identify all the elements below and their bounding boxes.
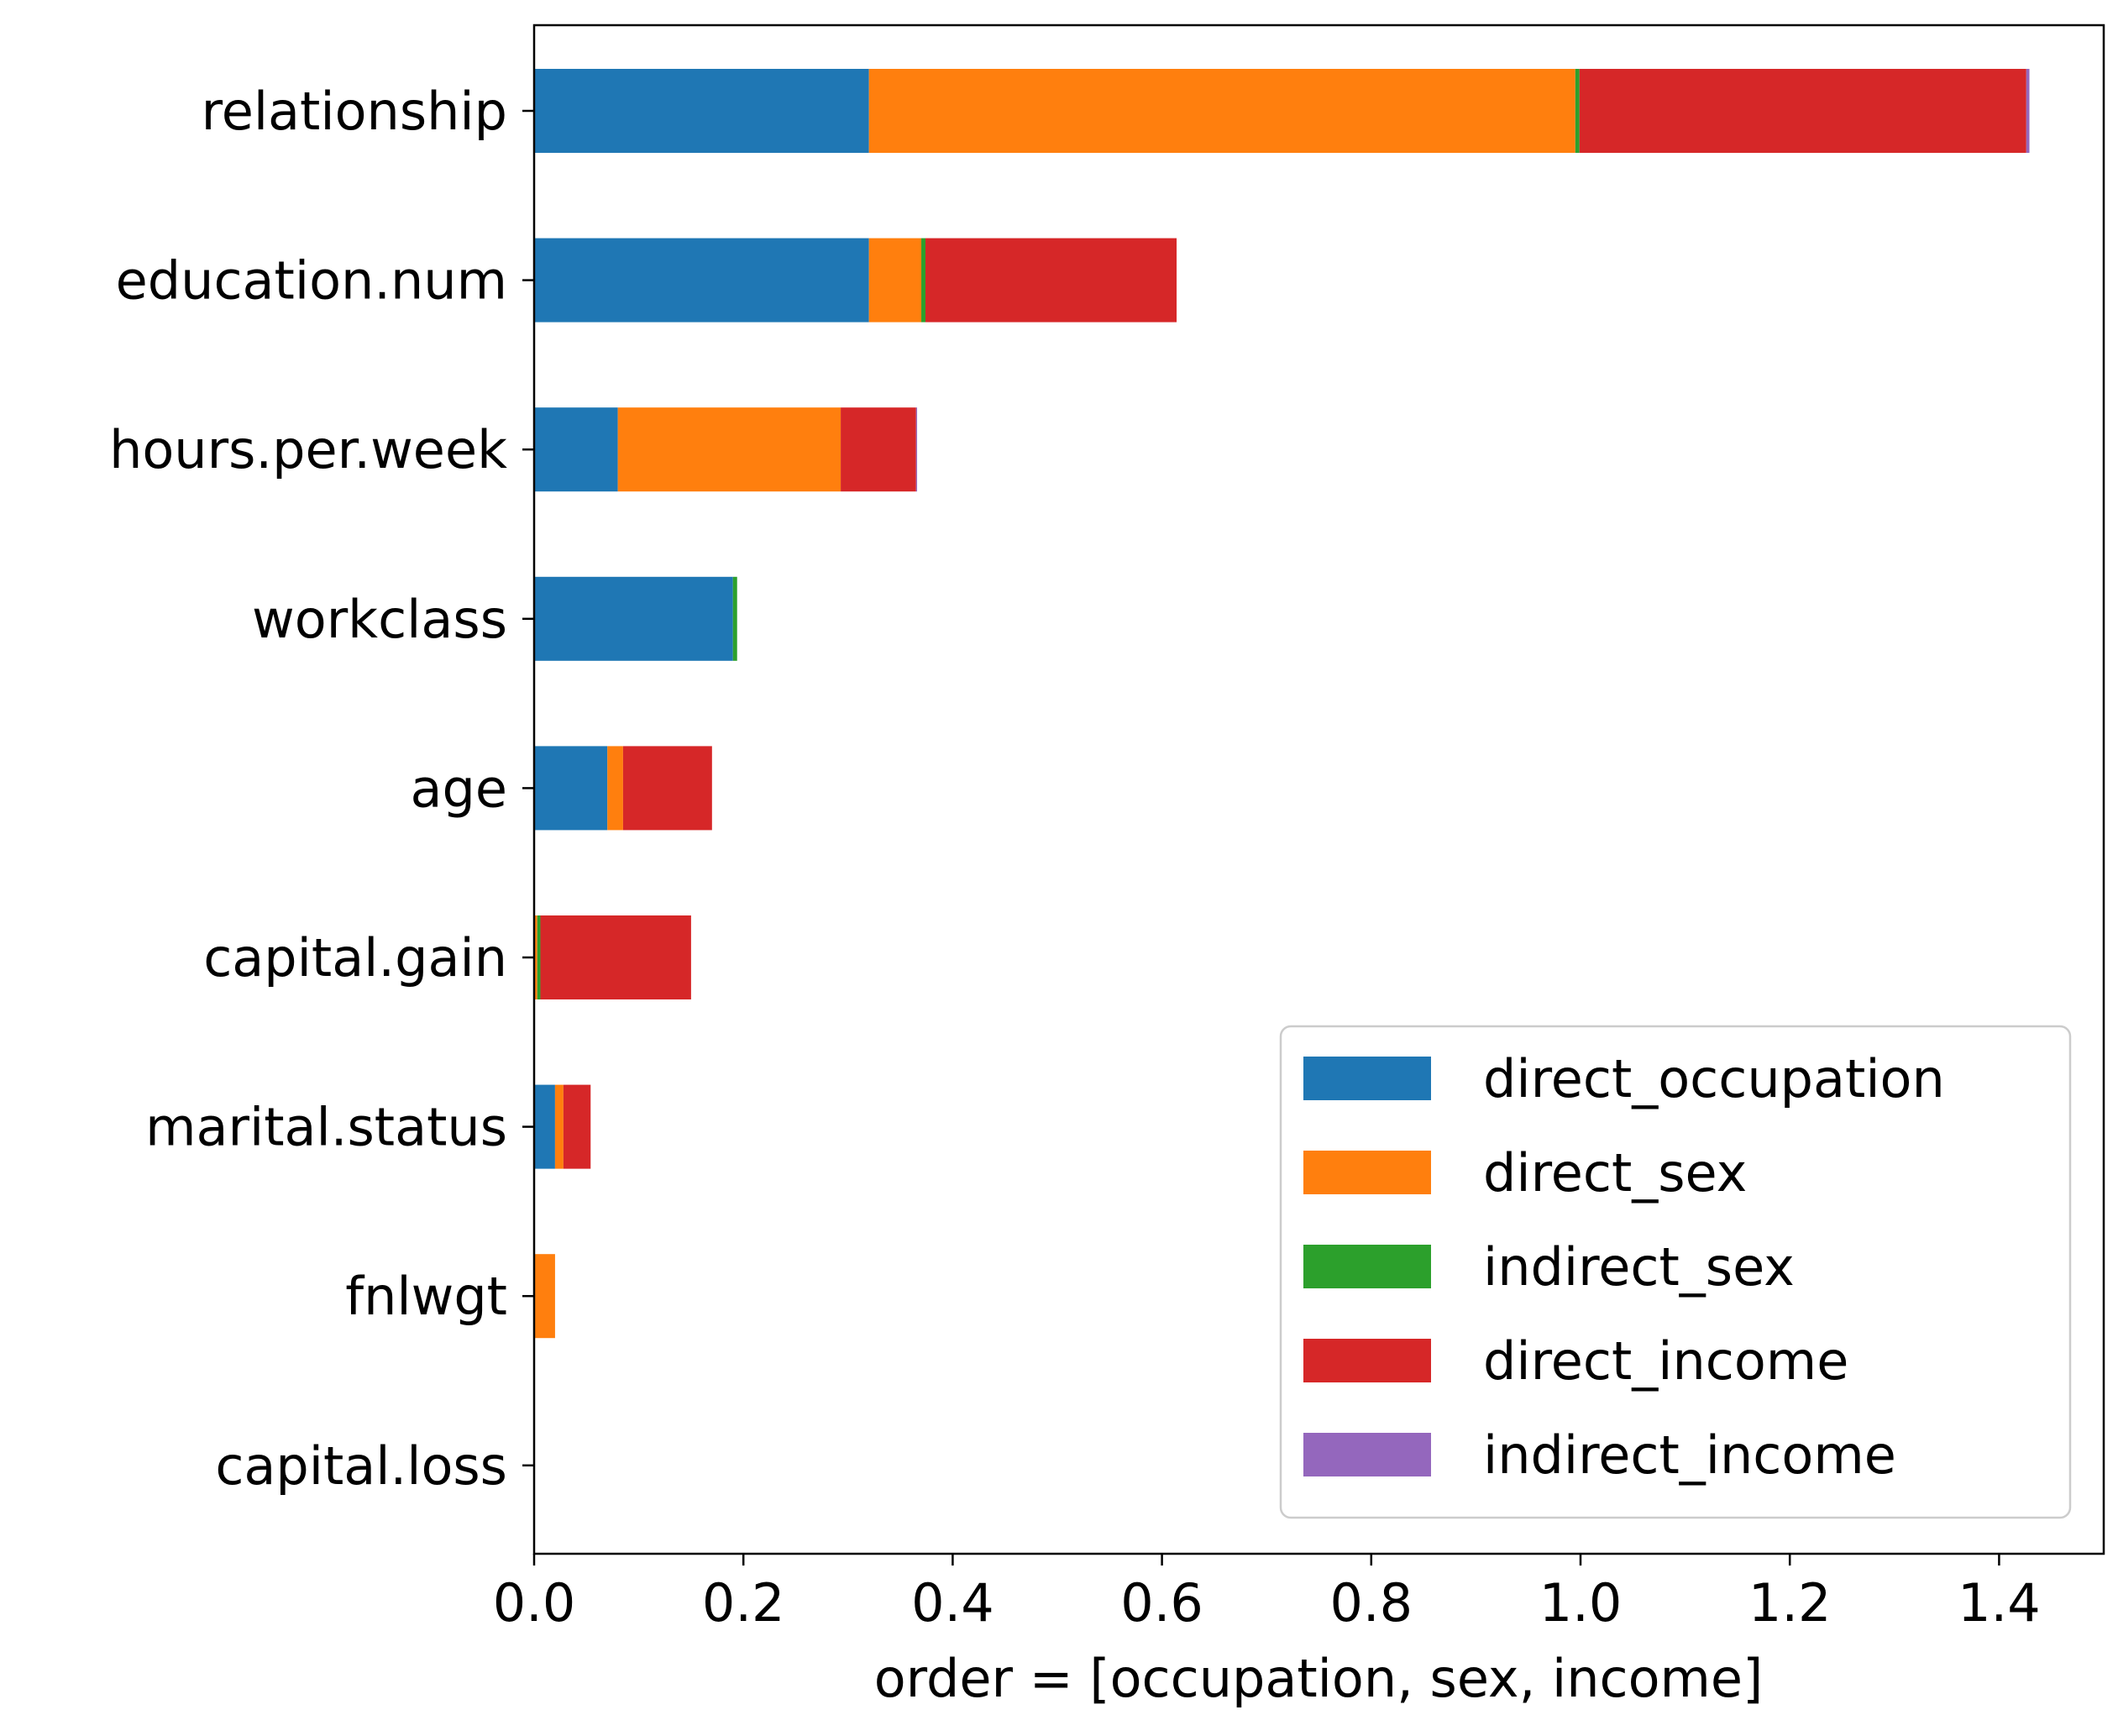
legend-label-direct-sex: direct_sex <box>1483 1142 1747 1204</box>
bar-age-direct-income <box>622 746 712 831</box>
bar-capital-gain-direct-income <box>540 915 691 999</box>
bar-relationship-indirect-income <box>2026 69 2030 153</box>
y-tick-label: relationship <box>202 81 507 142</box>
bar-capital-gain-direct-sex <box>534 915 537 999</box>
y-tick-label: age <box>411 758 508 819</box>
legend-swatch-direct-income <box>1303 1339 1431 1382</box>
legend-label-indirect-sex: indirect_sex <box>1483 1236 1795 1298</box>
legend-swatch-direct-sex <box>1303 1151 1431 1194</box>
bar-hours-per-week-direct-sex <box>617 407 841 492</box>
legend-label-direct-occupation: direct_occupation <box>1483 1048 1945 1109</box>
bar-marital-status-direct-sex <box>554 1084 564 1169</box>
ticks-layer: relationship education.num hours.per.week w… <box>109 81 2041 1634</box>
legend: direct_occupation direct_sex indirect_sexd… <box>1279 1025 2072 1519</box>
x-tick-label: 0.8 <box>1329 1572 1413 1634</box>
legend-swatch-direct-occupation <box>1303 1057 1431 1100</box>
bar-education-num-direct-income <box>925 238 1177 323</box>
y-tick-label: capital.loss <box>215 1435 507 1497</box>
x-tick-label: 1.2 <box>1748 1572 1832 1634</box>
legend-swatch-indirect-sex <box>1303 1245 1431 1288</box>
bar-marital-status-direct-occupation <box>534 1084 555 1169</box>
bar-hours-per-week-direct-income <box>841 407 916 492</box>
y-tick-label: workclass <box>252 589 507 650</box>
y-tick-label: capital.gain <box>203 927 507 989</box>
legend-swatch-indirect-income <box>1303 1433 1431 1476</box>
bar-hours-per-week-indirect-income <box>915 407 918 492</box>
legend-label-indirect-income: indirect_income <box>1483 1424 1896 1486</box>
x-tick-label: 0.6 <box>1120 1572 1203 1634</box>
x-axis-title: order = [occupation, sex, income] <box>874 1648 1764 1709</box>
bar-education-num-indirect-sex <box>921 238 926 323</box>
y-tick-label: fnlwgt <box>345 1266 507 1327</box>
bar-relationship-direct-sex <box>868 69 1575 153</box>
bar-age-direct-occupation <box>534 746 608 831</box>
legend-box <box>1279 1025 2072 1519</box>
y-tick-label: hours.per.week <box>109 419 507 480</box>
bar-capital-gain-indirect-sex <box>537 915 541 999</box>
bar-workclass-indirect-sex <box>732 576 737 661</box>
x-tick-label: 1.0 <box>1539 1572 1623 1634</box>
bar-relationship-direct-occupation <box>534 69 869 153</box>
bar-age-direct-sex <box>607 746 623 831</box>
bar-hours-per-week-direct-occupation <box>534 407 618 492</box>
bars-layer <box>534 69 2030 1339</box>
bar-marital-status-direct-income <box>563 1084 591 1169</box>
bar-relationship-direct-income <box>1579 69 2026 153</box>
x-tick-label: 0.4 <box>911 1572 994 1634</box>
y-tick-label: marital.status <box>145 1097 507 1158</box>
plot-frame <box>532 24 2105 1555</box>
bar-workclass-direct-occupation <box>534 576 733 661</box>
y-tick-label: education.num <box>116 250 507 312</box>
legend-label-direct-income: direct_income <box>1483 1330 1848 1392</box>
x-tick-label: 1.4 <box>1958 1572 2041 1634</box>
bar-education-num-direct-occupation <box>534 238 869 323</box>
x-tick-label: 0.0 <box>493 1572 576 1634</box>
bar-fnlwgt-direct-sex <box>534 1254 555 1339</box>
bar-relationship-indirect-sex <box>1575 69 1580 153</box>
bar-education-num-direct-sex <box>868 238 922 323</box>
x-tick-label: 0.2 <box>702 1572 785 1634</box>
